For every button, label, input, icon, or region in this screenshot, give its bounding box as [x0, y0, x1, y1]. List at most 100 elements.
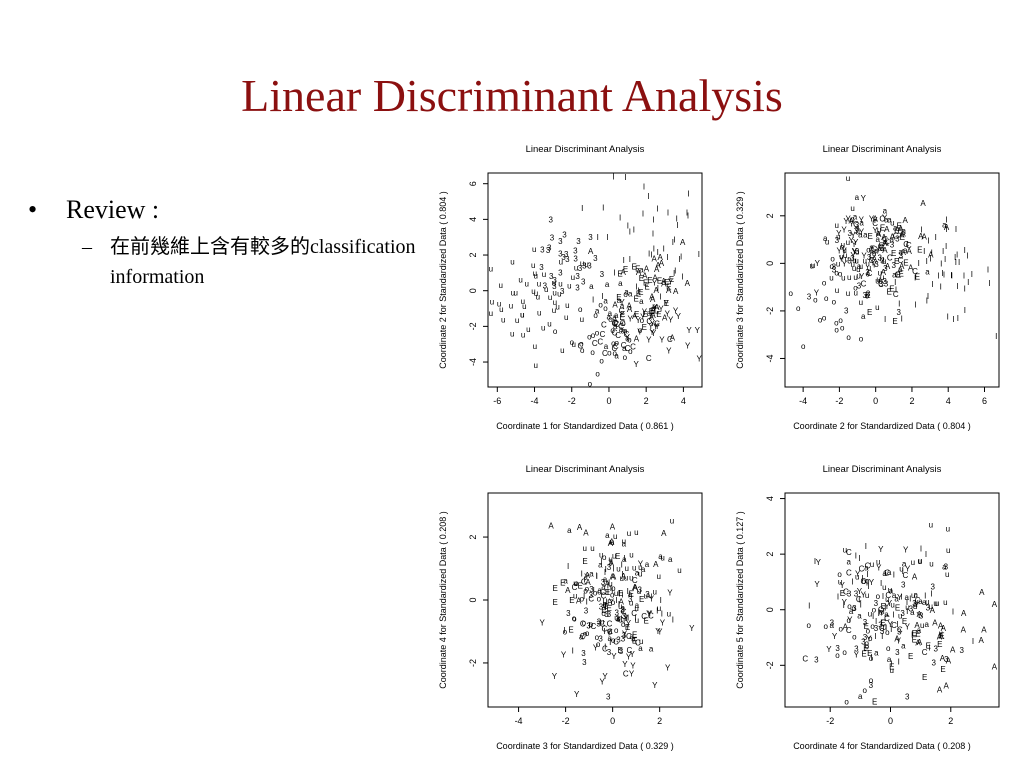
data-point-A: A — [659, 259, 665, 268]
data-point-u: u — [875, 276, 879, 285]
data-point-a: a — [902, 227, 907, 236]
data-point-o: o — [865, 292, 870, 301]
data-point-I: I — [906, 607, 908, 616]
data-point-A: A — [644, 264, 650, 273]
data-point-A: A — [914, 621, 920, 630]
data-point-I: I — [597, 233, 599, 242]
data-point-a: a — [876, 235, 881, 244]
data-point-I: I — [861, 574, 863, 583]
data-point-u: u — [850, 204, 854, 213]
data-point-o: o — [806, 621, 811, 630]
data-point-A: A — [612, 300, 618, 309]
data-point-C: C — [846, 568, 852, 577]
data-point-o: o — [830, 254, 835, 263]
data-point-I: I — [676, 221, 678, 230]
data-point-u: u — [489, 264, 493, 273]
data-point-u: u — [510, 329, 514, 338]
data-point-a: a — [624, 287, 629, 296]
data-point-Y: Y — [664, 299, 670, 308]
data-point-o: o — [615, 338, 620, 347]
data-point-u: u — [918, 557, 922, 566]
data-point-a: a — [638, 644, 643, 653]
data-point-C: C — [618, 322, 624, 331]
data-point-u: u — [917, 557, 921, 566]
data-point-Y: Y — [872, 216, 878, 225]
data-point-I: I — [902, 567, 904, 576]
data-point-I: I — [667, 208, 669, 217]
data-point-o: o — [611, 339, 616, 348]
x-tick-label: 2 — [909, 396, 914, 406]
data-point-3: 3 — [607, 610, 612, 619]
data-point-u: u — [859, 262, 863, 271]
data-point-Y: Y — [652, 303, 658, 312]
data-point-I: I — [627, 613, 629, 622]
data-point-C: C — [648, 611, 654, 620]
data-point-o: o — [801, 342, 806, 351]
data-point-C: C — [893, 231, 899, 240]
data-point-o: o — [842, 648, 847, 657]
data-point-E: E — [616, 293, 621, 302]
data-point-u: u — [867, 263, 871, 272]
data-point-E: E — [643, 278, 648, 287]
data-point-Y: Y — [651, 329, 657, 338]
y-tick-label: 2 — [765, 552, 775, 557]
data-point-a: a — [913, 590, 918, 599]
data-point-Y: Y — [859, 228, 865, 237]
data-point-u: u — [885, 595, 889, 604]
data-point-E: E — [650, 306, 655, 315]
data-point-u: u — [558, 279, 562, 288]
chart-title: Linear Discriminant Analysis — [823, 144, 942, 155]
data-point-A: A — [883, 239, 889, 248]
data-point-E: E — [879, 242, 884, 251]
data-point-A: A — [918, 232, 924, 241]
data-point-u: u — [613, 532, 617, 541]
data-point-Y: Y — [816, 558, 822, 567]
data-point-E: E — [898, 269, 903, 278]
data-point-a: a — [898, 248, 903, 257]
data-point-a: a — [887, 655, 892, 664]
data-point-a: a — [651, 305, 656, 314]
data-point-Y: Y — [854, 650, 860, 659]
data-point-E: E — [886, 287, 891, 296]
data-point-a: a — [863, 231, 868, 240]
data-point-A: A — [632, 312, 638, 321]
data-point-Y: Y — [861, 590, 867, 599]
data-point-Y: Y — [665, 664, 671, 673]
data-point-E: E — [647, 276, 652, 285]
data-point-Y: Y — [626, 652, 632, 661]
data-point-I: I — [918, 259, 920, 268]
x-tick-label: -2 — [835, 396, 843, 406]
data-point-3: 3 — [869, 244, 874, 253]
data-point-u: u — [836, 259, 840, 268]
data-point-I: I — [583, 592, 585, 601]
data-point-A: A — [661, 529, 667, 538]
data-point-a: a — [606, 312, 611, 321]
data-point-3: 3 — [565, 255, 570, 264]
data-point-I: I — [865, 542, 867, 551]
data-point-A: A — [621, 572, 627, 581]
data-point-o: o — [838, 269, 843, 278]
data-point-a: a — [631, 635, 636, 644]
data-point-I: I — [859, 554, 861, 563]
slide-title: Linear Discriminant Analysis — [241, 70, 783, 121]
data-point-o: o — [610, 591, 615, 600]
data-point-u: u — [890, 219, 894, 228]
data-point-C: C — [602, 645, 608, 654]
data-point-a: a — [910, 608, 915, 617]
data-point-C: C — [621, 608, 627, 617]
sub-bullet-item: – 在前幾維上含有較多的classification information — [82, 232, 448, 292]
data-point-E: E — [619, 313, 624, 322]
data-point-u: u — [875, 303, 879, 312]
data-point-A: A — [950, 646, 956, 655]
data-point-3: 3 — [932, 658, 937, 667]
data-point-C: C — [869, 256, 875, 265]
data-point-3: 3 — [844, 306, 849, 315]
data-point-u: u — [836, 233, 840, 242]
data-point-C: C — [597, 337, 603, 346]
data-point-o: o — [598, 301, 603, 310]
data-point-A: A — [899, 231, 905, 240]
data-point-3: 3 — [895, 235, 900, 244]
data-point-E: E — [632, 630, 637, 639]
data-point-a: a — [889, 587, 894, 596]
data-point-u: u — [634, 528, 638, 537]
